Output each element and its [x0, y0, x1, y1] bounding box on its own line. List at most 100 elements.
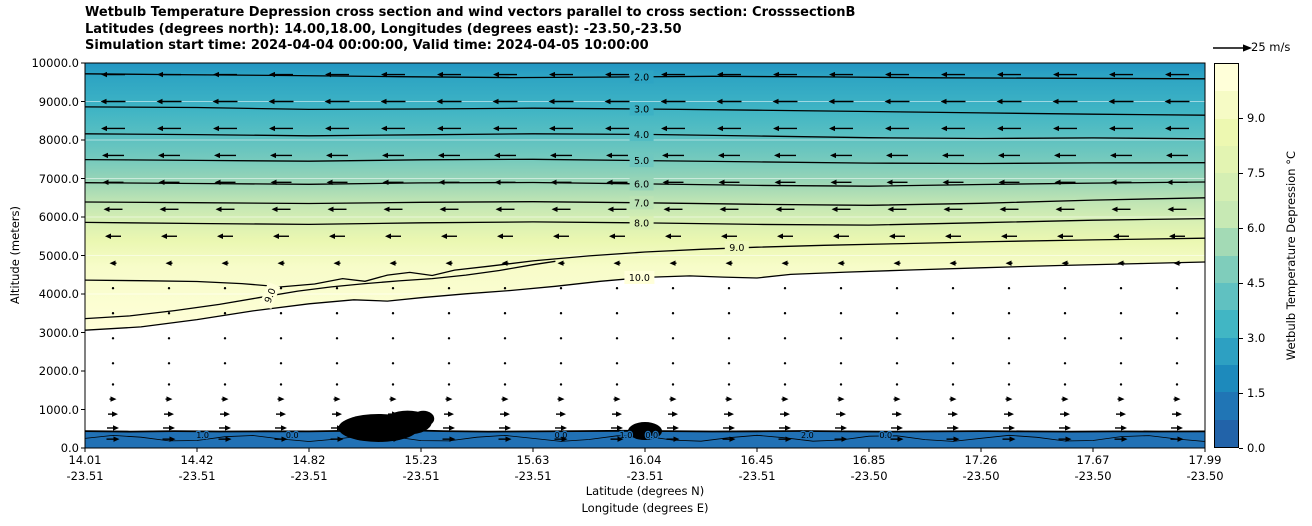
svg-text:2.0: 2.0: [634, 72, 649, 83]
wind-arrow: [605, 71, 629, 78]
wind-arrow: [836, 411, 846, 417]
wind-arrow: [998, 179, 1020, 186]
wind-dot: [1007, 362, 1011, 365]
title-line-1: Wetbulb Temperature Depression cross sec…: [85, 5, 856, 20]
contour-label-4.0: 4.0: [629, 127, 654, 141]
wind-arrow: [717, 71, 741, 78]
wind-arrow: [277, 396, 285, 402]
wind-arrow: [1114, 436, 1128, 442]
colorbar-band: [1215, 146, 1238, 174]
contour-label-10.0: 10.0: [624, 270, 655, 284]
wind-arrow: [382, 179, 404, 186]
wind-dot: [559, 383, 563, 386]
wind-arrow: [833, 233, 849, 239]
wind-dot: [727, 287, 731, 290]
wind-dot: [167, 362, 171, 365]
x-tick-longitude: -23.51: [290, 469, 328, 483]
wind-arrow: [997, 71, 1021, 78]
wind-dot: [615, 362, 619, 365]
wind-arrow: [101, 125, 125, 132]
wind-arrow: [1061, 260, 1069, 266]
wind-arrow: [333, 396, 341, 402]
wind-dot: [727, 362, 731, 365]
wind-arrow: [554, 436, 568, 442]
wind-arrow: [611, 425, 623, 431]
wind-arrow: [436, 98, 462, 105]
wind-arrow: [556, 411, 566, 417]
wind-arrow: [549, 71, 573, 78]
wind-arrow: [721, 233, 737, 239]
wind-arrow: [493, 71, 517, 78]
surface-contour-cluster: [412, 410, 435, 427]
wind-arrow: [494, 152, 516, 159]
wind-arrow: [1167, 206, 1187, 212]
wind-arrow: [159, 206, 179, 212]
wind-arrow: [158, 152, 180, 159]
wind-arrow: [333, 260, 341, 266]
surface-contour-label: 1.0: [196, 431, 209, 440]
wind-arrow: [381, 71, 405, 78]
wind-arrow: [277, 260, 285, 266]
wind-arrow: [105, 233, 121, 239]
wind-arrow: [437, 71, 461, 78]
wind-arrow: [329, 233, 345, 239]
contour-label-6.0: 6.0: [629, 177, 654, 191]
wind-dot: [447, 337, 451, 340]
wind-arrow: [837, 260, 845, 266]
surface-contour-label: 0.0: [645, 431, 658, 440]
wind-dot: [167, 312, 171, 315]
wind-dot: [391, 287, 395, 290]
chart-title: Wetbulb Temperature Depression cross sec…: [85, 5, 855, 55]
wind-arrow: [942, 152, 964, 159]
wind-arrow: [892, 411, 902, 417]
colorbar-tick-label: 6.0: [1247, 221, 1266, 235]
wind-dot: [559, 337, 563, 340]
wind-arrow: [270, 152, 292, 159]
wind-arrow: [1059, 425, 1071, 431]
wind-dot: [335, 312, 339, 315]
x-tick-label: 14.42 -23.51: [178, 452, 215, 484]
wind-dot: [111, 362, 115, 365]
wind-dot: [615, 337, 619, 340]
y-tick-label: 2000.0: [38, 364, 79, 378]
wind-dot: [1119, 362, 1123, 365]
x-tick-label: 16.45 -23.51: [738, 452, 775, 484]
wind-dot: [335, 337, 339, 340]
wind-arrow: [1053, 71, 1077, 78]
wind-arrow: [661, 71, 685, 78]
wind-dot: [895, 362, 899, 365]
wind-arrow: [270, 179, 292, 186]
y-tick-label: 4000.0: [38, 287, 79, 301]
wind-arrow: [1173, 260, 1181, 266]
wind-dot: [223, 287, 227, 290]
wind-arrow: [217, 233, 233, 239]
wind-arrow: [607, 206, 627, 212]
wind-arrow: [774, 179, 796, 186]
wind-dot: [111, 337, 115, 340]
colorbar-band: [1215, 392, 1238, 420]
wind-dot: [223, 337, 227, 340]
wind-dot: [167, 287, 171, 290]
wind-arrow: [102, 152, 124, 159]
x-tick-label: 17.67 -23.50: [1074, 452, 1111, 484]
wind-arrow: [551, 206, 571, 212]
wind-arrow: [388, 411, 398, 417]
wind-arrow: [497, 233, 513, 239]
wind-arrow: [214, 179, 236, 186]
wind-arrow: [666, 436, 680, 442]
wind-arrow: [276, 411, 286, 417]
wind-dot: [559, 287, 563, 290]
wind-arrow: [219, 425, 231, 431]
colorbar-tick-mark: [1239, 448, 1243, 449]
contour-line-2.0: [84, 73, 1206, 80]
wind-arrow: [164, 411, 174, 417]
wind-arrow: [109, 396, 117, 402]
colorbar-label: Wetbulb Temperature Depression °C: [1284, 150, 1298, 361]
contour-label-5.0: 5.0: [629, 154, 654, 168]
x-tick-latitude: 16.45: [740, 453, 774, 467]
title-line-3: Simulation start time: 2024-04-04 00:00:…: [85, 38, 649, 53]
y-tick-label: 6000.0: [38, 210, 79, 224]
wind-arrow: [549, 125, 573, 132]
wind-dot: [1119, 383, 1123, 386]
wind-arrow: [1169, 233, 1185, 239]
